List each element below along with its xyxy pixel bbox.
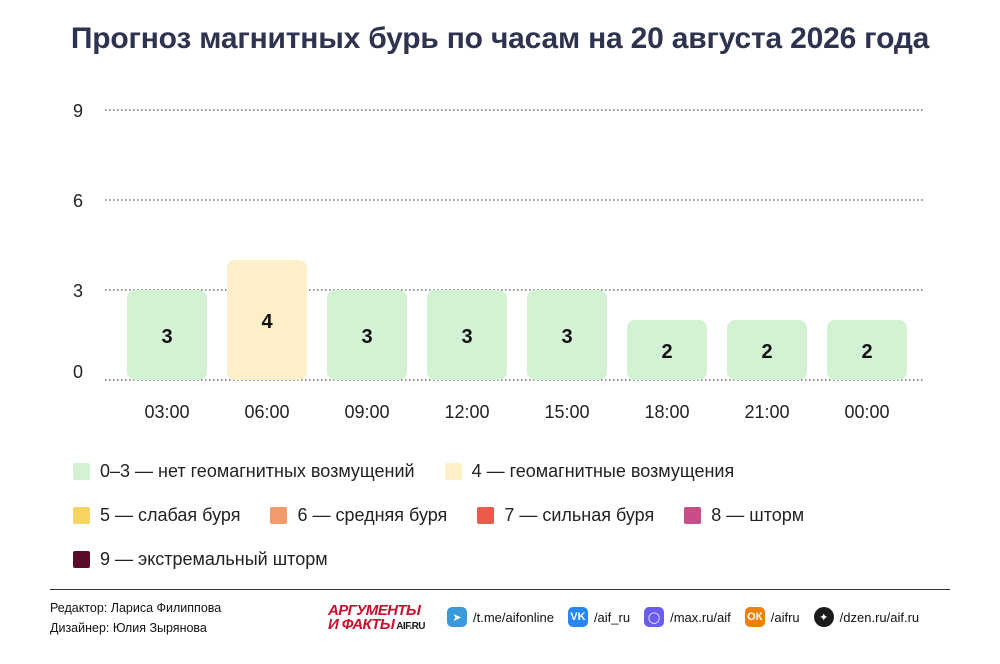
social-link-text: /dzen.ru/aif.ru — [839, 609, 920, 625]
legend-label: 8 — шторм — [711, 504, 805, 525]
legend-row: 9 — экстремальный шторм — [73, 548, 953, 570]
bar-value-label: 2 — [661, 341, 672, 363]
social-link[interactable]: ◯ /max.ru/aif — [644, 607, 731, 627]
vk-icon: VK — [567, 607, 588, 627]
social-link-text: /aif_ru — [593, 609, 631, 625]
legend-swatch — [477, 506, 495, 524]
social-links: ➤/t.me/aifonline VK/aif_ru ◯/max.ru/aif ОК /… — [447, 607, 933, 627]
ok-icon: ОК — [744, 607, 765, 627]
logo-line1: АРГУМЕНТЫ — [328, 602, 421, 619]
legend-swatch — [684, 506, 702, 524]
x-tick-label: 06:00 — [244, 402, 289, 422]
chart-title: Прогноз магнитных бурь по часам на 20 ав… — [70, 22, 930, 55]
x-tick-label: 03:00 — [144, 402, 189, 422]
y-axis-ticks: 0 3 6 9 — [73, 101, 83, 382]
x-tick-label: 12:00 — [444, 402, 489, 422]
social-link[interactable]: ОК/aifru — [744, 607, 800, 627]
legend-label: 4 — геомагнитные возмущения — [471, 460, 735, 481]
x-tick-label: 00:00 — [844, 402, 889, 422]
bar — [627, 320, 707, 380]
designer-credit: Дизайнер: Юлия Зырянова — [50, 621, 207, 635]
bar-value-label: 2 — [761, 341, 772, 363]
legend-swatch — [73, 506, 90, 524]
y-tick-label: 0 — [73, 362, 83, 382]
bar — [327, 290, 407, 380]
y-tick-label: 6 — [73, 191, 83, 211]
bar-value-label: 3 — [461, 326, 472, 348]
social-link-text: /aifru — [770, 609, 800, 625]
legend-item: 8 — шторм — [684, 505, 804, 526]
dzen-icon: ✦ — [813, 607, 834, 627]
telegram-icon: ➤ — [447, 607, 467, 627]
legend: 0–3 — нет геомагнитных возмущений 4 — гео… — [73, 460, 953, 592]
aif-logo[interactable]: АРГУМЕНТЫ И ФАКТЫ AIF.RU — [328, 602, 438, 634]
legend-label: 9 — экстремальный шторм — [100, 548, 328, 569]
bar-value-label: 3 — [361, 326, 372, 348]
legend-row: 0–3 — нет геомагнитных возмущений 4 — гео… — [73, 460, 953, 482]
x-tick-label: 21:00 — [744, 402, 789, 422]
editor-credit: Редактор: Лариса Филиппова — [50, 601, 222, 615]
social-link[interactable]: ✦ /dzen.ru/aif.ru — [813, 607, 920, 627]
legend-swatch — [444, 462, 462, 480]
legend-row: 5 — слабая буря 6 — средняя буря 7 — сильн… — [73, 504, 953, 526]
logo-line2: И ФАКТЫ AIF.RU — [328, 616, 438, 634]
logo-line2-text: И ФАКТЫ — [328, 616, 395, 633]
legend-item: 7 — сильная буря — [477, 505, 654, 526]
social-link[interactable]: VK/aif_ru — [567, 607, 631, 627]
y-tick-label: 9 — [73, 101, 83, 121]
legend-label: 5 — слабая буря — [100, 504, 241, 525]
credits: Редактор: Лариса Филиппова Дизайнер: Юли… — [50, 598, 221, 638]
x-tick-label: 09:00 — [344, 402, 389, 422]
social-link-text: /t.me/aifonline — [473, 609, 554, 625]
bar-value-label: 3 — [561, 326, 572, 348]
bar-value-label: 2 — [861, 341, 872, 363]
legend-item: 4 — геомагнитные возмущения — [444, 460, 735, 482]
social-link[interactable]: ➤ /t.me/aifonline — [447, 607, 554, 627]
legend-label: 0–3 — нет геомагнитных возмущений — [100, 460, 415, 481]
x-axis-ticks: 03:00 06:00 09:00 12:00 15:00 18:00 21:00 00:00 — [144, 402, 889, 422]
x-tick-label: 15:00 — [544, 402, 589, 422]
bar — [227, 260, 307, 380]
bar — [127, 290, 207, 380]
social-link-text: /max.ru/aif — [670, 609, 731, 625]
bar-value-label: 3 — [161, 326, 172, 348]
bar — [527, 290, 607, 380]
footer-divider — [50, 589, 950, 590]
x-tick-label: 18:00 — [644, 402, 689, 422]
bar-chart: 0 3 6 9 3 4 3 3 3 2 2 2 03:00 06:00 09:00 12:00 15:00 1… — [73, 101, 925, 422]
bar — [727, 320, 807, 380]
bar — [827, 320, 907, 380]
logo-site: AIF.RU — [396, 621, 425, 632]
legend-swatch — [270, 506, 288, 524]
bars: 3 4 3 3 3 2 2 2 — [127, 260, 907, 380]
max-icon: ◯ — [644, 607, 665, 627]
bar — [427, 290, 507, 380]
legend-swatch — [73, 550, 90, 568]
legend-swatch — [73, 462, 90, 480]
legend-label: 6 — средняя буря — [297, 504, 448, 525]
bar-value-label: 4 — [261, 311, 273, 333]
legend-item: 5 — слабая буря — [73, 505, 240, 526]
y-tick-label: 3 — [73, 281, 83, 301]
legend-item: 9 — экстремальный шторм — [73, 549, 328, 570]
legend-label: 7 — сильная буря — [504, 504, 655, 525]
legend-item: 6 — средняя буря — [270, 505, 447, 526]
legend-item: 0–3 — нет геомагнитных возмущений — [73, 461, 415, 482]
